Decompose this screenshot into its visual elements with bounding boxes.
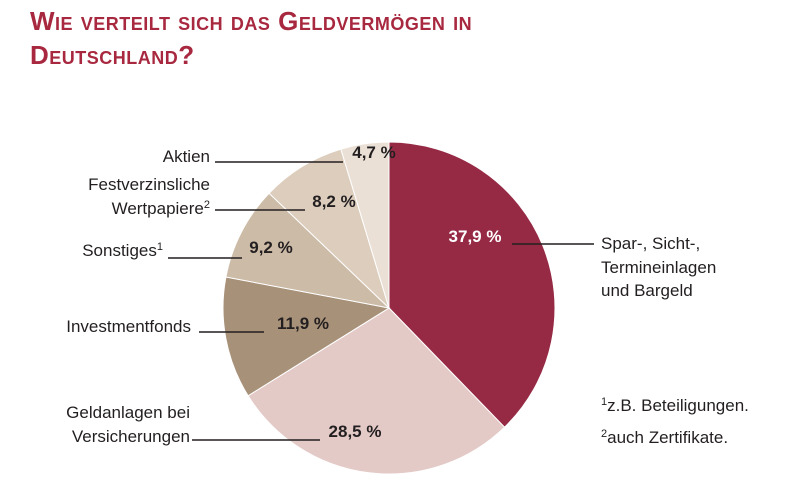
slice-category-label: Termineinlagen [601,258,716,277]
slice-value-label: 28,5 % [329,422,382,441]
footnote: 1z.B. Beteiligungen. [601,396,749,415]
footnote-number: 2 [601,428,607,440]
footnote-text: auch Zertifikate. [607,428,728,447]
chart-title-line1: Wie verteilt sich das Geldvermögen in [30,6,473,36]
chart-title: Wie verteilt sich das Geldvermögen in De… [30,4,770,72]
chart-title-line2: Deutschland? [30,40,195,70]
slice-value-label: 11,9 % [277,314,329,333]
slice-category-label: Versicherungen [72,427,190,446]
pie-slices [222,141,556,475]
slice-category-label: Wertpapiere2 [112,199,210,218]
pie-slice [225,192,391,309]
pie-slice [222,276,391,397]
pie-slice [340,141,390,309]
slice-category-label: und Bargeld [601,281,693,300]
pie-slice [388,141,556,428]
slice-category-label: Aktien [163,147,210,166]
slice-value-label: 37,9 % [449,227,502,246]
footnote-marker: 2 [204,199,210,211]
slice-value-label: 4,7 % [352,143,395,162]
slice-value-label: 8,2 % [312,192,355,211]
footnote: 2auch Zertifikate. [601,428,728,447]
slice-value-label: 9,2 % [249,238,292,257]
footnote-marker: 1 [157,241,163,253]
slice-category-label: Geldanlagen bei [66,403,190,422]
slice-category-label: Festverzinsliche [88,175,210,194]
slice-category-label: Spar-, Sicht-, [601,234,700,253]
slice-category-label: Investmentfonds [66,317,191,336]
footnote-number: 1 [601,396,607,408]
slice-category-label: Sonstiges1 [82,241,163,260]
footnote-text: z.B. Beteiligungen. [607,396,749,415]
pie-slice [247,307,506,475]
